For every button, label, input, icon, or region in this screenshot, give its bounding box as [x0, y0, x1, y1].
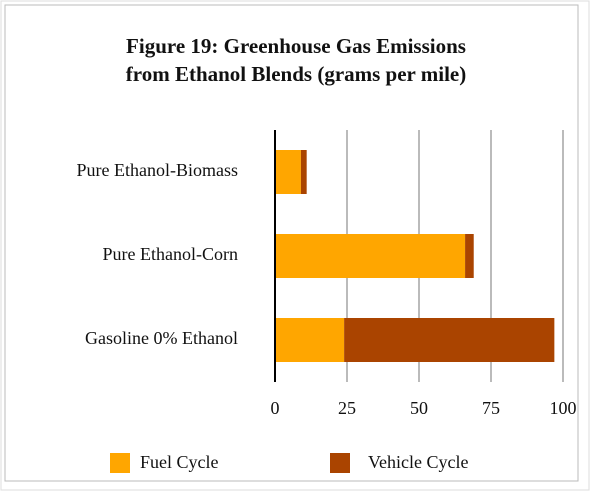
- x-tick-label: 50: [410, 398, 428, 418]
- bar-segment: [465, 234, 474, 278]
- x-tick-label: 0: [271, 398, 280, 418]
- x-tick-label: 75: [482, 398, 500, 418]
- bar-segment: [275, 318, 345, 362]
- y-tick-label: Gasoline 0% Ethanol: [85, 328, 238, 348]
- x-tick-label: 100: [550, 398, 577, 418]
- legend-label: Vehicle Cycle: [368, 452, 468, 472]
- chart-title: from Ethanol Blends (grams per mile): [126, 62, 466, 86]
- bar-segment: [300, 150, 307, 194]
- y-tick-label: Pure Ethanol-Corn: [103, 244, 238, 264]
- legend-swatch: [330, 453, 350, 473]
- legend-label: Fuel Cycle: [140, 452, 219, 472]
- bar-segment: [344, 318, 555, 362]
- y-tick-label: Pure Ethanol-Biomass: [77, 160, 238, 180]
- bar-segment: [275, 150, 301, 194]
- chart-title: Figure 19: Greenhouse Gas Emissions: [126, 34, 466, 58]
- x-tick-label: 25: [338, 398, 356, 418]
- bar-segment: [275, 234, 466, 278]
- legend-swatch: [110, 453, 130, 473]
